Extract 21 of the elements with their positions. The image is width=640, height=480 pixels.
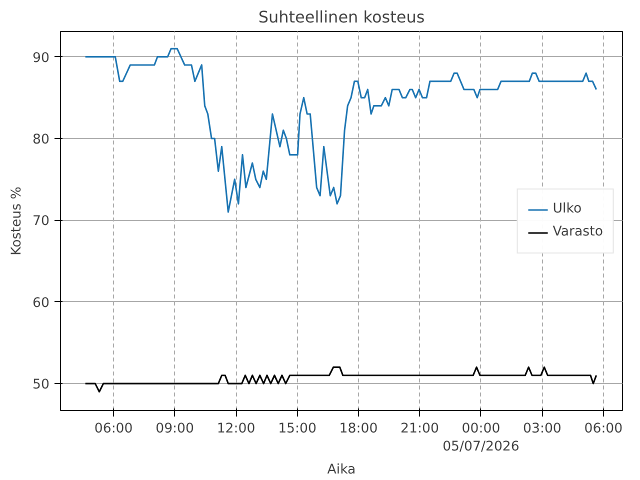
y-tick-label: 50 <box>32 378 50 393</box>
line-series <box>84 366 598 393</box>
y-tick-label: 80 <box>32 132 50 148</box>
x-tick-label: 15:00 <box>278 422 316 436</box>
x-tick-label: 21:00 <box>400 422 439 436</box>
legend-label: Ulko <box>552 202 582 216</box>
legend-label: Varasto <box>552 224 603 240</box>
x-tick-label: 12:00 <box>216 422 256 436</box>
x-axis-title: Aika <box>327 462 356 478</box>
y-tick-label: 90 <box>32 50 50 66</box>
y-tick-label: 70 <box>32 214 50 230</box>
y-tick-label: 60 <box>32 296 50 311</box>
x-tick-label: 06:00 <box>584 422 623 436</box>
x-tick-label: 09:00 <box>156 422 194 436</box>
line-series <box>84 48 598 213</box>
chart-title: Suhteellinen kosteus <box>258 8 425 26</box>
x-tick-label: 00:00 05/07/2026 <box>442 422 520 454</box>
x-tick-label: 06:00 <box>94 422 133 436</box>
y-axis-title: Kosteus % <box>10 186 25 256</box>
x-tick-label: 03:00 <box>523 422 562 436</box>
x-tick-label: 18:00 <box>339 422 378 436</box>
